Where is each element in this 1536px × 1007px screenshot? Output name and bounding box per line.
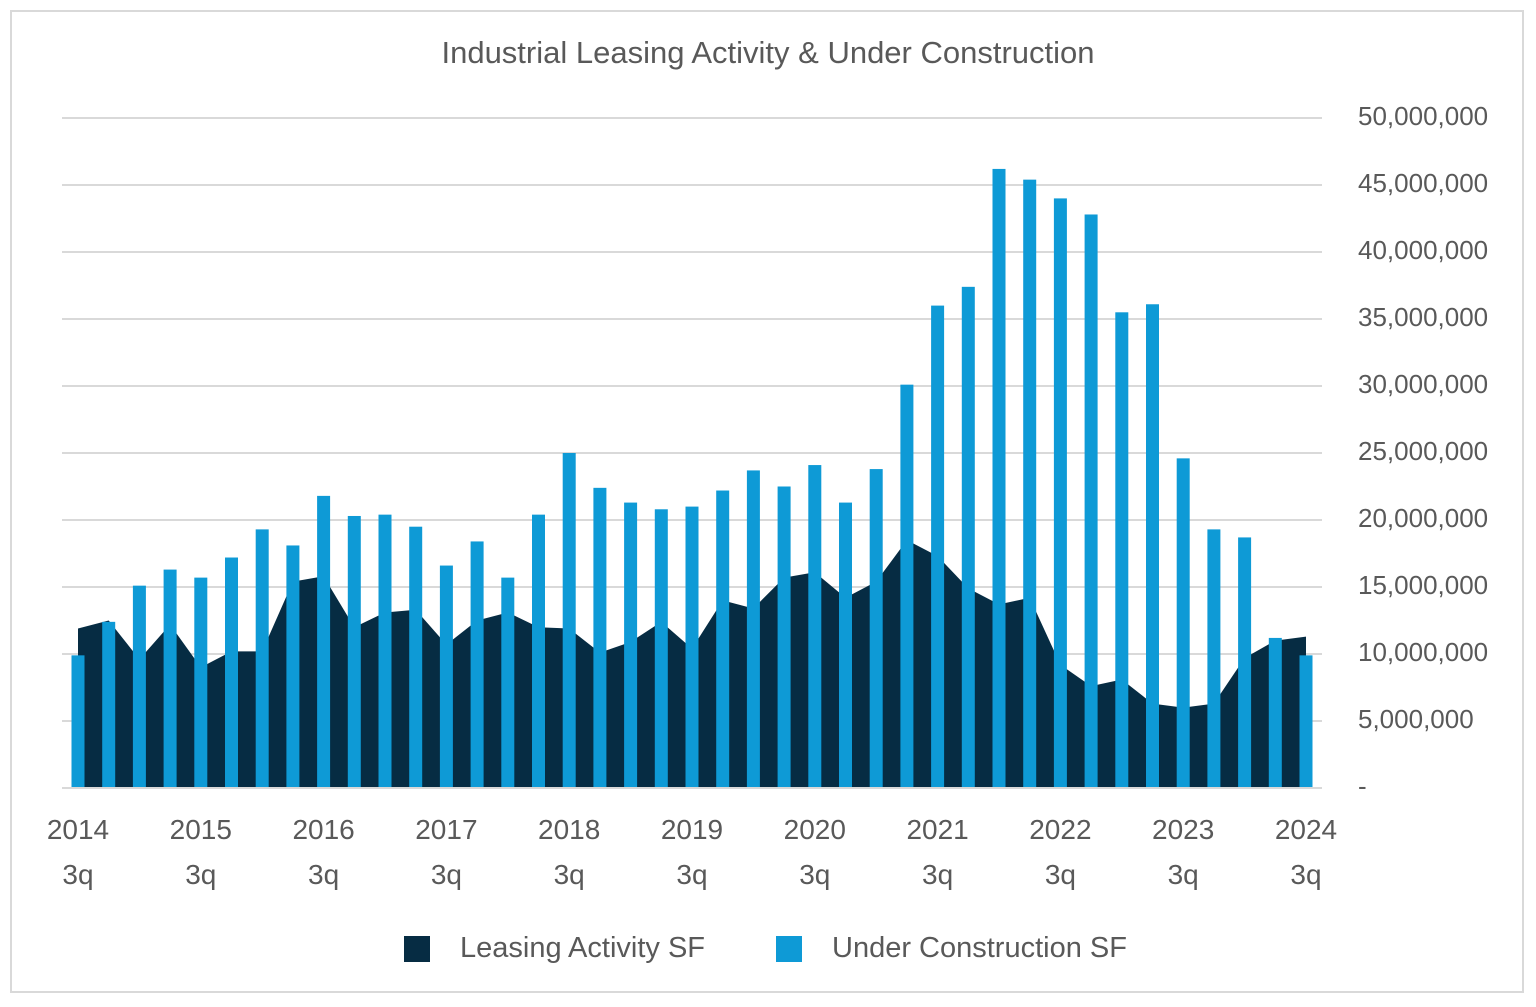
bar (593, 487, 607, 788)
bar (255, 529, 269, 788)
chart-frame (10, 10, 1524, 993)
bar (317, 495, 331, 788)
bar (378, 514, 392, 788)
bar (900, 384, 914, 788)
bar (225, 557, 238, 788)
bar (716, 490, 730, 788)
legend-item: Under Construction SF (776, 932, 1127, 965)
y-tick-label: 15,000,000 (1358, 570, 1488, 600)
bar (931, 305, 945, 788)
bar (102, 621, 116, 788)
bar (1176, 458, 1190, 788)
y-tick-label: 25,000,000 (1358, 436, 1488, 466)
bar (1268, 637, 1282, 788)
x-tick-label: 2018 3q (538, 814, 601, 890)
x-tick-label: 2014 3q (46, 814, 110, 890)
bar (1115, 312, 1129, 788)
bar (961, 286, 975, 788)
y-tick-label: - (1358, 771, 1367, 801)
bar (132, 585, 146, 788)
bar (562, 453, 576, 788)
y-tick-label: 20,000,000 (1358, 503, 1488, 533)
bar (808, 465, 822, 788)
bar (1207, 529, 1221, 788)
legend-item: Leasing Activity SF (404, 932, 705, 965)
legend-label: Leasing Activity SF (460, 932, 705, 964)
bar (71, 655, 85, 788)
y-tick-label: 5,000,000 (1358, 704, 1474, 734)
x-tick-label: 2024 3q (1274, 814, 1338, 890)
bar (409, 526, 423, 788)
x-tick-label: 2015 3q (169, 814, 232, 890)
x-tick-label: 2022 3q (1029, 814, 1092, 890)
y-tick-label: 40,000,000 (1358, 235, 1488, 265)
bar (1084, 214, 1098, 789)
legend-label: Under Construction SF (832, 932, 1127, 964)
bar (1053, 198, 1067, 788)
bar (163, 569, 177, 788)
bar (470, 541, 484, 788)
bar (1023, 179, 1037, 788)
bar (1146, 304, 1159, 788)
x-tick-label: 2019 3q (660, 814, 724, 890)
bar (347, 515, 361, 788)
x-tick-label: 2020 3q (783, 814, 846, 890)
x-tick-label: 2017 3q (415, 814, 478, 890)
bar (839, 502, 852, 788)
bar (746, 470, 760, 788)
bar (654, 509, 668, 788)
y-tick-label: 50,000,000 (1358, 101, 1488, 131)
bar (1299, 655, 1313, 788)
bar (685, 506, 699, 788)
x-tick-label: 2021 3q (906, 814, 969, 890)
bar (1238, 537, 1252, 788)
x-tick-label: 2023 3q (1152, 814, 1215, 890)
y-tick-label: 10,000,000 (1358, 637, 1488, 667)
bar (777, 486, 791, 788)
legend-swatch (404, 935, 430, 962)
bar (501, 577, 515, 788)
chart-title: Industrial Leasing Activity & Under Cons… (441, 35, 1094, 70)
bar (532, 514, 545, 788)
bar (992, 168, 1006, 789)
x-tick-label: 2016 3q (292, 814, 355, 890)
bar (624, 502, 638, 788)
y-tick-label: 35,000,000 (1358, 302, 1488, 332)
legend-swatch (776, 935, 802, 962)
y-tick-label: 45,000,000 (1358, 168, 1488, 198)
bar (194, 577, 208, 788)
bar (869, 469, 883, 788)
bar (286, 545, 300, 788)
y-tick-label: 30,000,000 (1358, 369, 1488, 399)
bar (439, 565, 453, 788)
